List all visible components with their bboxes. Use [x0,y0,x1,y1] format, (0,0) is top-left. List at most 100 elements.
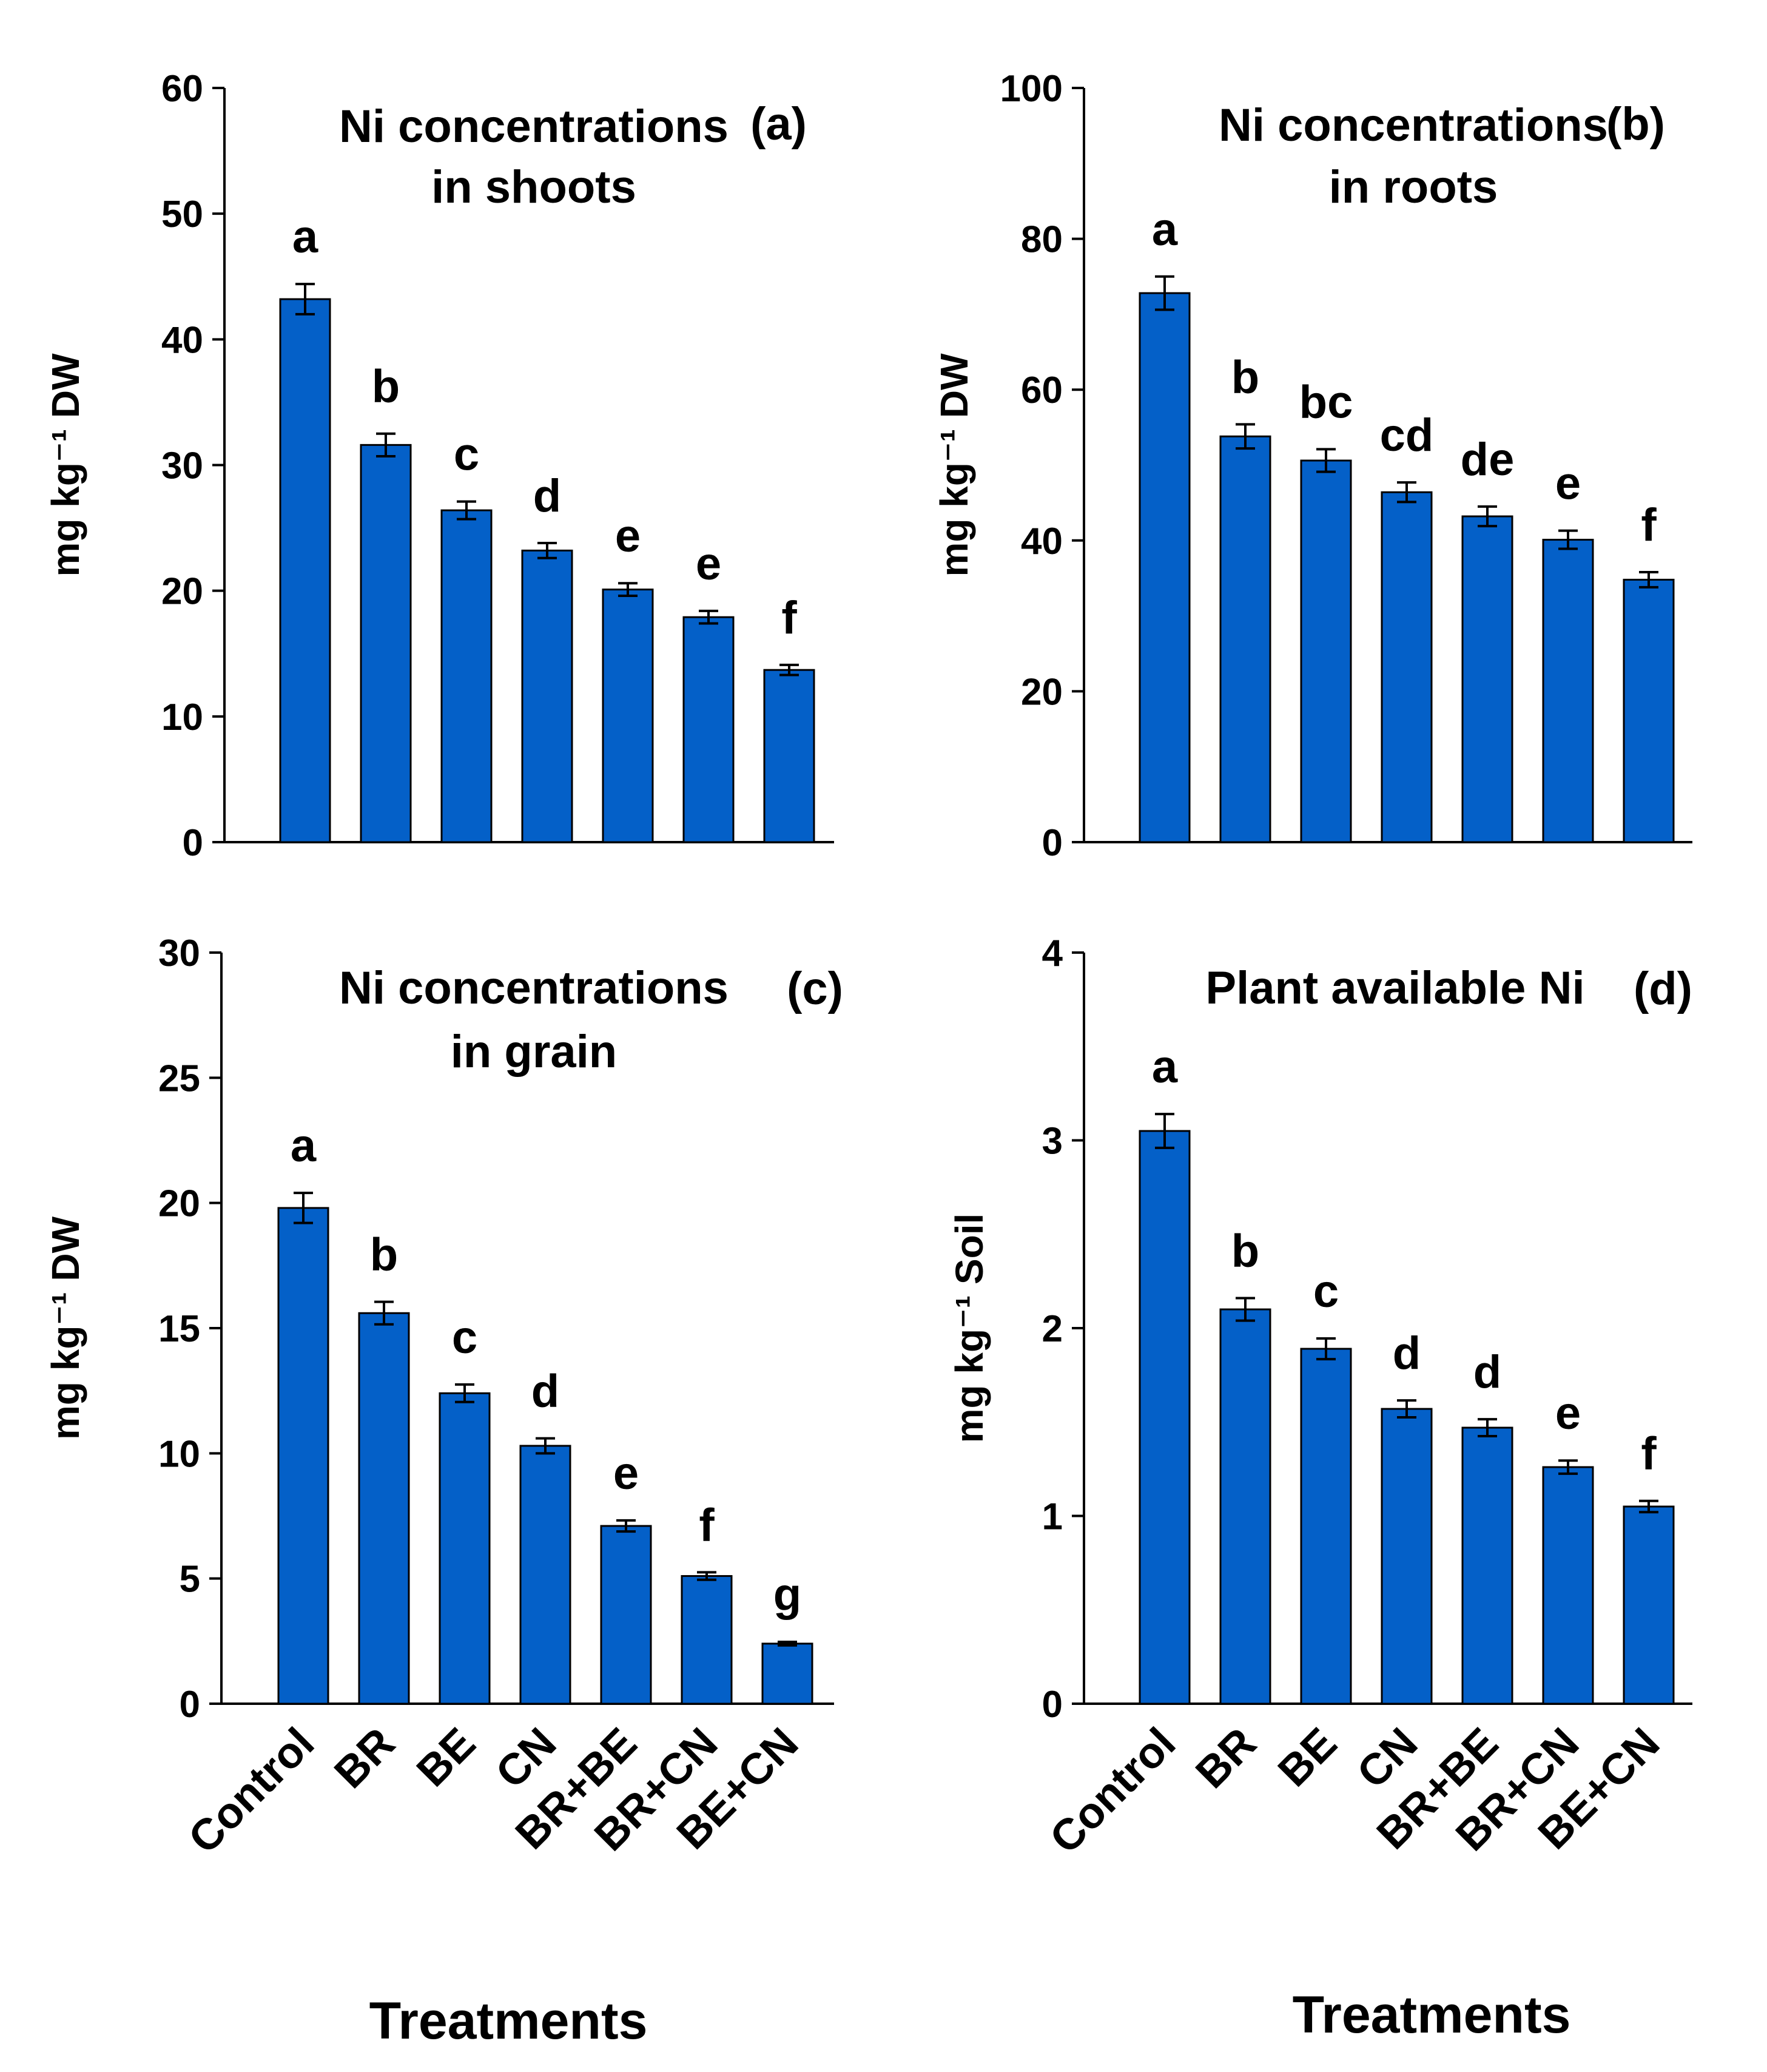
panel-b: 0 20 40 60 80 100 mg kg⁻¹ DW Ni concentrations i… [932,68,1692,864]
chart-2-bar [277,1207,329,1705]
chart-2-significance-letter: c [452,1312,477,1363]
chart-0-y-tick-label: 10 [161,697,203,738]
chart-3-y-tick-label: 4 [1042,933,1063,974]
chart-1-significance-letter: bc [1299,376,1353,428]
chart-2-category-label: BE [408,1719,485,1796]
chart-1-y-tick-label: 80 [1021,219,1063,261]
chart-1-significance-letter: cd [1380,410,1434,461]
chart-1-bar [1623,578,1675,843]
chart-3-y-tick-label: 2 [1042,1308,1063,1350]
chart-3-panel-label: (d) [1634,963,1692,1014]
chart-3-significance-letter: d [1393,1328,1421,1379]
chart-0-bar [602,589,654,843]
chart-2-significance-letter: b [370,1229,398,1281]
chart-3-bar [1542,1466,1594,1705]
chart-0-bar [682,616,735,843]
chart-1-y-tick-label: 100 [1000,68,1063,110]
chart-1-bar [1542,539,1594,843]
chart-2-significance-letter: e [613,1448,639,1499]
chart-2-y-tick-label: 20 [158,1183,200,1225]
chart-3-y-axis-title: mg kg⁻¹ Soil [947,1213,991,1443]
panel-d: 0 1 2 3 4 mg kg⁻¹ Soil Plant available Ni (d) a C… [947,933,1692,1863]
chart-2-panel-label: (c) [787,963,843,1014]
chart-2-y-tick-label: 0 [180,1684,200,1726]
chart-1-panel-label: (b) [1606,98,1665,150]
chart-1-title-line: Ni concentrations [1219,100,1608,151]
chart-2-bar [439,1392,491,1705]
chart-3-significance-letter: d [1473,1346,1501,1398]
chart-2-bar [519,1445,571,1705]
chart-2-title-line: Ni concentrations [339,962,729,1014]
chart-1-bar [1219,435,1271,843]
chart-0-significance-letter: c [454,429,479,481]
chart-1-significance-letter: de [1461,434,1515,485]
chart-3-significance-letter: f [1641,1428,1657,1480]
chart-0-bar [360,444,412,843]
chart-3-bar [1381,1408,1433,1705]
chart-2-y-axis-title: mg kg⁻¹ DW [44,1216,87,1440]
chart-2-y-tick-label: 10 [158,1433,200,1475]
chart-1-y-tick-label: 20 [1021,671,1063,713]
chart-3-significance-letter: b [1231,1225,1259,1277]
chart-0-significance-letter: a [292,211,318,263]
chart-2-significance-letter: a [291,1120,317,1172]
panel-a: 0 10 20 30 40 50 60 mg kg⁻¹ DW Ni concentrations… [44,68,834,864]
chart-2-bar [358,1312,410,1705]
chart-2-bar [761,1642,813,1705]
chart-1-y-axis-title: mg kg⁻¹ DW [932,353,976,577]
chart-0-bar [279,298,331,843]
chart-2-significance-letter: g [773,1569,801,1621]
chart-0-bar [521,549,573,843]
chart-2-title-line: in grain [451,1026,617,1078]
chart-3-bar [1139,1130,1191,1705]
chart-1-bar [1300,459,1352,843]
chart-0-bar [440,509,493,843]
chart-0-bar [763,669,815,843]
chart-3-bar [1623,1505,1675,1705]
chart-2-category-label: BR [325,1719,404,1798]
chart-1-significance-letter: f [1641,499,1657,551]
chart-0-panel-label: (a) [750,98,807,150]
chart-1-y-tick-label: 60 [1021,370,1063,411]
chart-0-significance-letter: d [533,470,561,522]
chart-0-y-tick-label: 40 [161,319,203,361]
chart-1-y-tick-label: 40 [1021,521,1063,562]
chart-0-significance-letter: e [615,510,641,562]
chart-0-y-tick-label: 50 [161,194,203,235]
chart-3-title-line: Plant available Ni [1205,962,1584,1014]
chart-2-significance-letter: d [531,1366,559,1417]
chart-3-y-tick-label: 1 [1042,1496,1063,1538]
chart-3-category-label: BR [1186,1719,1265,1798]
chart-1-title-line: in roots [1329,161,1498,213]
chart-3-significance-letter: e [1555,1388,1581,1439]
chart-3-bar [1461,1426,1513,1705]
chart-1-significance-letter: b [1231,351,1259,403]
chart-3-category-label: Control [1041,1719,1185,1863]
chart-1-bar [1139,292,1191,843]
chart-3-y-tick-label: 0 [1042,1684,1063,1726]
chart-0-y-tick-label: 60 [161,68,203,110]
chart-0-title-line: in shoots [431,161,636,213]
chart-2-y-tick-label: 5 [180,1559,200,1601]
chart-2-bar [681,1575,733,1705]
chart-0-y-tick-label: 20 [161,571,203,613]
chart-3-y-tick-label: 3 [1042,1121,1063,1163]
x-axis-title-left: Treatments [369,1992,648,2050]
chart-1-significance-letter: e [1555,458,1581,510]
chart-0-significance-letter: e [696,538,721,590]
panel-c: 0 5 10 15 20 25 30 mg kg⁻¹ DW Ni concentrations i… [44,933,843,1863]
chart-0-title-line: Ni concentrations [339,101,729,152]
chart-0-significance-letter: f [781,592,797,644]
chart-2-y-tick-label: 15 [158,1308,200,1350]
chart-0-y-tick-label: 0 [183,822,203,864]
chart-3-bar [1219,1308,1271,1705]
x-axis-title-right: Treatments [1293,1986,1571,2044]
chart-2-bar [600,1525,652,1705]
chart-2-y-tick-label: 30 [158,933,200,974]
chart-3-significance-letter: c [1313,1266,1339,1317]
chart-0-significance-letter: b [372,361,400,413]
chart-3-significance-letter: a [1152,1041,1178,1093]
chart-2-y-tick-label: 25 [158,1058,200,1099]
chart-1-y-tick-label: 0 [1042,822,1063,864]
